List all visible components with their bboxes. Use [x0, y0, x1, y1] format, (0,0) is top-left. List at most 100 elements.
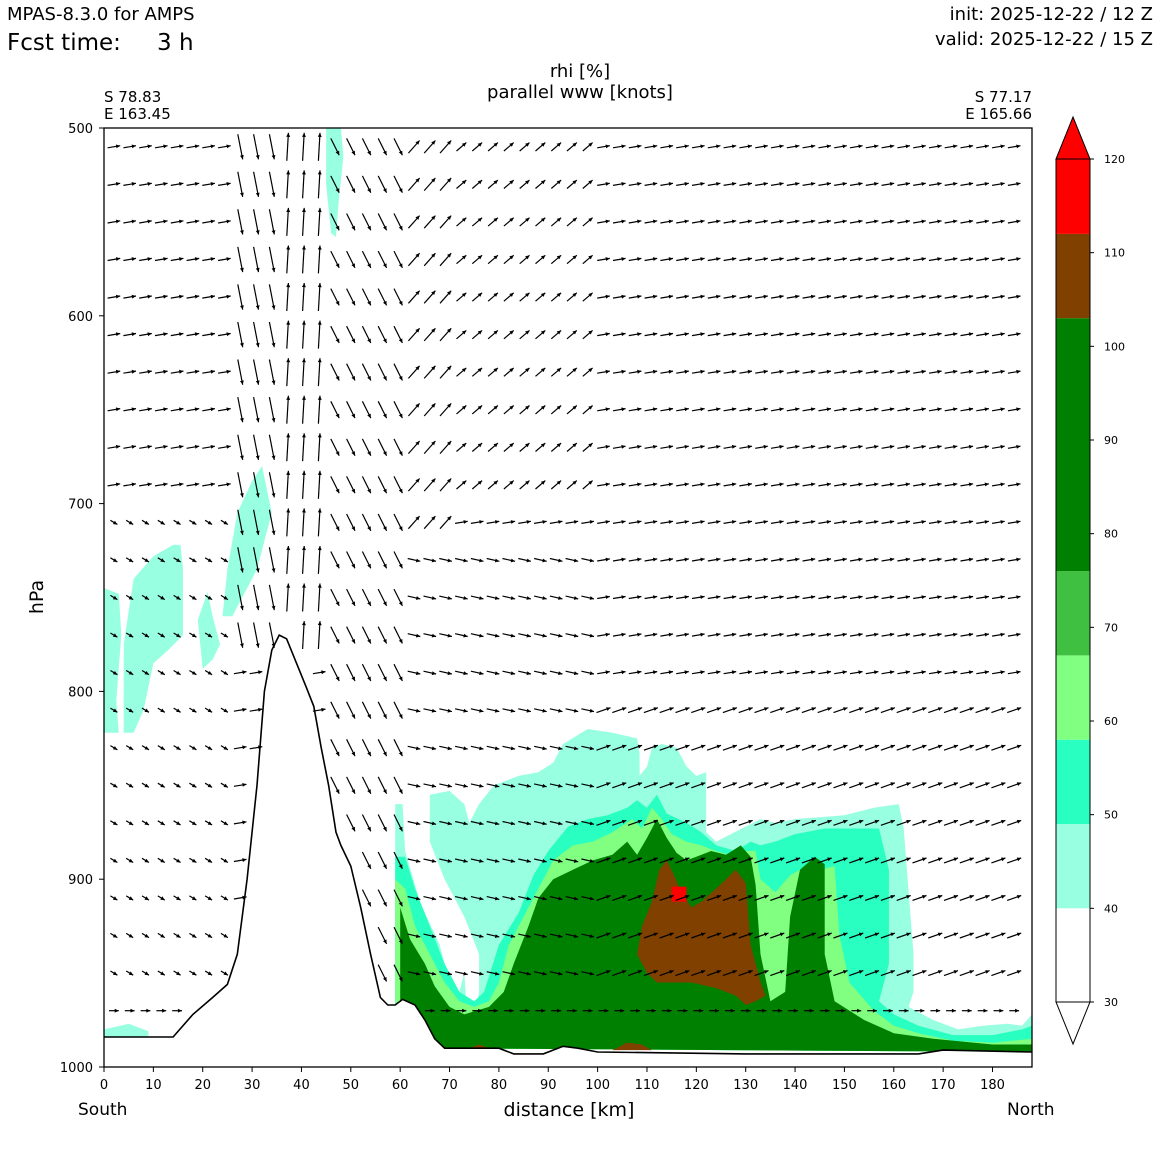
wind-arrow: [312, 670, 326, 675]
wind-arrow: [317, 358, 322, 387]
wind-arrow: [818, 520, 832, 524]
wind-arrow: [439, 896, 453, 901]
wind-arrow: [317, 583, 322, 612]
wind-arrow: [330, 476, 340, 494]
wind-arrow: [393, 851, 403, 870]
colorbar-tick-label: 110: [1104, 247, 1125, 260]
wind-arrow: [770, 219, 784, 224]
wind-arrow: [849, 632, 863, 637]
wind-arrow: [361, 814, 372, 832]
wind-arrow: [1007, 369, 1021, 374]
wind-arrow: [755, 182, 768, 186]
wind-arrow: [110, 782, 118, 788]
wind-arrow: [346, 476, 356, 494]
wind-arrow: [707, 369, 721, 374]
wind-arrow: [897, 407, 911, 412]
wind-arrow: [691, 407, 705, 412]
wind-arrow: [628, 257, 642, 262]
wind-arrow: [660, 182, 674, 186]
y-tick-label: 900: [68, 873, 93, 888]
wind-arrow: [864, 970, 880, 977]
wind-arrow: [961, 1008, 972, 1013]
wind-arrow: [643, 894, 659, 901]
wind-arrow: [818, 444, 832, 449]
wind-arrow: [361, 701, 372, 719]
wind-arrow: [691, 369, 705, 374]
wind-arrow: [439, 971, 453, 976]
wind-arrow: [286, 508, 291, 537]
wind-arrow: [565, 633, 579, 638]
wind-arrow: [237, 509, 244, 536]
wind-arrow: [503, 1008, 514, 1013]
wind-arrow: [881, 369, 895, 374]
wind-arrow: [944, 482, 958, 487]
wind-arrow: [691, 744, 706, 751]
wind-arrow: [377, 363, 388, 381]
wind-arrow: [107, 182, 121, 186]
terrain: [104, 634, 1032, 1067]
wind-arrow: [317, 470, 322, 499]
wind-arrow: [960, 219, 974, 224]
wind-arrow: [865, 144, 879, 149]
wind-arrow: [471, 480, 483, 490]
wind-arrow: [565, 670, 579, 676]
wind-arrow: [960, 257, 974, 262]
wind-arrow: [487, 179, 499, 189]
wind-arrow: [725, 1008, 735, 1013]
wind-arrow: [660, 369, 674, 374]
wind-arrow: [361, 288, 372, 306]
wind-arrow: [423, 633, 437, 638]
wind-arrow: [346, 663, 356, 682]
wind-arrow: [110, 932, 118, 939]
wind-arrow: [1007, 444, 1021, 449]
wind-arrow: [439, 327, 452, 342]
wind-arrow: [518, 595, 532, 600]
wind-arrow: [817, 894, 832, 901]
wind-arrow: [393, 401, 403, 419]
wind-arrow: [660, 482, 674, 487]
wind-arrow: [739, 632, 753, 637]
wind-arrow: [486, 520, 500, 524]
wind-arrow: [896, 744, 911, 751]
wind-arrow: [880, 819, 896, 826]
wind-arrow: [154, 257, 168, 262]
wind-arrow: [643, 819, 659, 826]
wind-arrow: [518, 708, 532, 713]
wind-arrow: [549, 745, 563, 751]
wind-arrow: [818, 595, 832, 600]
wind-arrow: [628, 595, 642, 600]
wind-arrow: [550, 254, 562, 265]
wind-arrow: [317, 245, 322, 274]
wind-arrow: [706, 970, 722, 977]
wind-arrow: [109, 1008, 119, 1013]
x-axis-label: distance [km]: [503, 1099, 635, 1121]
left-latitude: S 78.83: [104, 88, 162, 106]
wind-arrow: [549, 896, 563, 901]
wind-arrow: [141, 932, 150, 939]
wind-arrow: [535, 292, 546, 302]
wind-arrow: [849, 707, 864, 714]
wind-arrow: [786, 257, 800, 262]
wind-arrow: [722, 970, 738, 977]
wind-arrow: [880, 932, 896, 939]
wind-arrow: [677, 1008, 688, 1013]
wind-arrow: [330, 138, 340, 156]
wind-arrow: [157, 632, 166, 638]
wind-arrow: [864, 894, 880, 901]
wind-arrow: [723, 369, 737, 374]
wind-arrow: [302, 583, 306, 612]
wind-arrow: [346, 776, 356, 794]
wind-arrow: [423, 177, 436, 191]
wind-arrow: [644, 520, 658, 524]
wind-arrow: [107, 482, 121, 487]
wind-arrow: [361, 213, 372, 231]
x-tick-label: 20: [194, 1078, 211, 1093]
wind-arrow: [268, 359, 276, 385]
wind-arrow: [407, 633, 421, 638]
wind-arrow: [566, 480, 578, 490]
wind-arrow: [676, 257, 689, 262]
wind-arrow: [707, 332, 721, 337]
wind-arrow: [110, 594, 118, 601]
wind-arrow: [173, 857, 181, 864]
